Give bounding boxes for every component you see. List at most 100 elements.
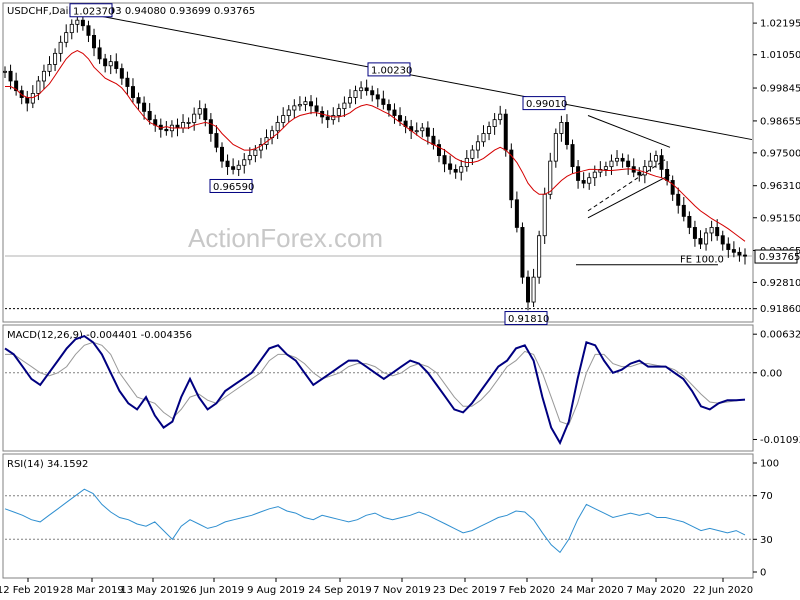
candle-body — [130, 86, 135, 98]
swing-label-box — [504, 311, 548, 326]
x-tick-label: 7 Nov 2019 — [373, 585, 431, 596]
candle-body — [425, 127, 430, 137]
candle-body — [620, 157, 625, 162]
candle-body — [492, 119, 497, 127]
candle-body — [687, 215, 692, 228]
candle-body — [642, 166, 647, 176]
rsi-tick-label: 70 — [760, 491, 773, 502]
candle-body — [559, 122, 564, 134]
candle-body — [114, 61, 119, 69]
last-price-label: 0.93765 — [759, 252, 800, 263]
candle-body — [208, 119, 213, 134]
triangle-dashed-line — [587, 159, 666, 212]
candle-body — [147, 110, 152, 121]
candle-body — [108, 61, 113, 67]
price-tick-label: 0.96310 — [760, 181, 800, 192]
candle-body — [637, 171, 642, 176]
candle-body — [136, 97, 141, 104]
candle-body — [526, 276, 531, 303]
candle-body — [436, 144, 441, 156]
candle-body — [398, 115, 403, 122]
candle-body — [670, 180, 675, 195]
rsi-tick-label: 100 — [760, 459, 779, 470]
price-tick-label: 0.99845 — [760, 84, 800, 95]
swing-label-box — [69, 3, 113, 18]
candle-body — [231, 166, 236, 170]
price-tick-label: 0.97500 — [760, 148, 800, 159]
candle-body — [286, 109, 291, 116]
candle-body — [214, 133, 219, 148]
candle-body — [258, 144, 263, 151]
x-tick-label: 23 Dec 2019 — [433, 585, 497, 596]
candle-body — [431, 135, 436, 145]
candle-body — [225, 160, 230, 168]
macd-series: 0.006321 0.00 -0.010939 — [4, 330, 800, 446]
price-tick-label: 0.91860 — [760, 304, 800, 315]
candle-body — [359, 87, 364, 92]
macd-signal-line — [5, 341, 746, 426]
candle-body — [470, 149, 475, 159]
candle-body — [53, 52, 58, 65]
macd-tick-label: 0.00 — [760, 368, 782, 379]
candle-body — [503, 113, 508, 151]
candle-body — [8, 70, 13, 82]
ma-line — [5, 50, 746, 242]
macd-panel-frame — [2, 324, 754, 452]
price-tick-label: 0.98655 — [760, 116, 800, 127]
x-tick-label: 13 May 2019 — [120, 585, 185, 596]
candle-body — [186, 122, 191, 124]
candle-body — [125, 77, 130, 87]
candle-body — [64, 32, 69, 43]
swing-label: 1.02370 — [73, 6, 114, 17]
candle-body — [587, 177, 592, 184]
swing-label: 0.99010 — [526, 99, 567, 110]
candle-body — [537, 235, 542, 278]
candle-body — [681, 204, 686, 217]
candle-body — [36, 80, 41, 94]
candle-body — [347, 97, 352, 104]
candle-body — [653, 155, 658, 162]
candle-body — [69, 23, 74, 34]
swing-label-box — [209, 178, 253, 193]
price-header: USDCHF,Daily 0.93893 0.94080 0.93699 0.9… — [7, 6, 255, 17]
candle-body — [331, 115, 336, 121]
candle-body — [103, 58, 108, 67]
candle-body — [30, 93, 35, 104]
candle-body — [581, 180, 586, 184]
candle-body — [715, 227, 720, 237]
candle-body — [203, 108, 208, 121]
candle-body — [709, 227, 714, 234]
candle-body — [47, 64, 52, 72]
fe-label: FE 100.0 — [680, 255, 724, 266]
rsi-tick-label: 30 — [760, 535, 773, 546]
candle-body — [253, 149, 258, 156]
x-tick-label: 9 Aug 2019 — [247, 585, 305, 596]
candle-body — [648, 160, 653, 168]
candle-body — [364, 87, 369, 92]
candle-body — [609, 160, 614, 168]
candle-body — [626, 160, 631, 168]
candle-body — [25, 97, 30, 104]
candle-body — [370, 90, 375, 96]
candle-body — [615, 157, 620, 162]
x-tick-label: 26 Jun 2019 — [184, 585, 244, 596]
candle-body — [414, 130, 419, 133]
downtrend-line — [99, 15, 753, 141]
rsi-line — [4, 488, 746, 554]
x-tick-label: 7 May 2020 — [627, 585, 686, 596]
candle-body — [297, 104, 302, 107]
candle-body — [726, 243, 731, 250]
candle-body — [142, 102, 147, 112]
x-tick-label: 12 Feb 2019 — [0, 585, 59, 596]
candle-body — [459, 166, 464, 173]
candle-body — [698, 238, 703, 245]
candle-body — [97, 47, 102, 60]
candle-body — [603, 166, 608, 170]
candle-body — [325, 116, 330, 121]
candle-body — [92, 34, 97, 49]
candle-body — [309, 101, 314, 107]
candle-body — [303, 101, 308, 105]
last-price-box — [754, 249, 798, 264]
candle-body — [498, 113, 503, 121]
rsi-panel-frame — [2, 453, 754, 579]
